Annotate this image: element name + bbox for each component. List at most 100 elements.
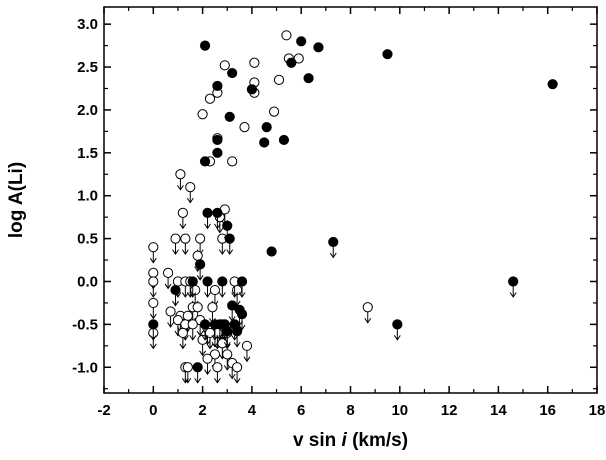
x-tick-label: 0 xyxy=(149,402,157,419)
x-axis-title-prefix: v sin xyxy=(293,430,342,451)
open-upper-limit-point xyxy=(192,302,203,313)
upper-limit-arrow-head xyxy=(149,257,157,264)
open-detection-point xyxy=(268,106,280,117)
x-tick-label: 12 xyxy=(441,402,458,419)
filled-upper-limit-point xyxy=(212,207,223,218)
filled-detection-point xyxy=(224,111,235,122)
open-upper-limit-point xyxy=(212,362,223,373)
open-upper-limit-point xyxy=(182,362,193,373)
x-tick-label: 4 xyxy=(248,402,257,419)
open-detection-point xyxy=(219,60,230,71)
upper-limit-arrow-head xyxy=(218,292,226,298)
x-tick-label: 16 xyxy=(539,402,556,419)
filled-upper-limit-point xyxy=(508,276,519,287)
filled-detection-point xyxy=(382,49,393,60)
open-upper-limit-point xyxy=(148,267,159,279)
filled-upper-limit-point xyxy=(328,236,339,248)
y-tick-label: 0.5 xyxy=(77,231,98,248)
x-tick-label: 8 xyxy=(346,402,354,419)
open-detection-point xyxy=(273,74,285,86)
y-tick-label: -0.5 xyxy=(72,316,98,333)
axis-titles: v sin i (km/s) log A(Li) xyxy=(6,162,408,451)
filled-upper-limit-point xyxy=(202,276,213,287)
open-detection-point xyxy=(204,93,216,104)
filled-detection-point xyxy=(199,156,211,167)
upper-limit-arrow-head xyxy=(204,223,211,230)
open-upper-limit-point xyxy=(162,267,174,279)
y-tick-label: 1.5 xyxy=(77,145,98,162)
filled-detection-point xyxy=(212,134,223,146)
filled-upper-limit-point xyxy=(222,220,233,231)
filled-upper-limit-point xyxy=(195,259,206,270)
upper-limit-arrow-head xyxy=(364,317,372,324)
filled-detection-point xyxy=(313,42,324,53)
y-tick-label: 1.0 xyxy=(77,188,98,205)
y-tick-label: -1.0 xyxy=(72,359,98,376)
upper-limit-arrow-head xyxy=(243,356,251,363)
filled-detection-point xyxy=(296,36,307,47)
upper-limit-arrow-head xyxy=(184,377,192,384)
filled-upper-limit-point xyxy=(187,276,198,287)
x-tick-label: 14 xyxy=(490,402,507,419)
filled-detection-point xyxy=(286,57,297,68)
upper-limit-arrow-head xyxy=(199,350,207,357)
upper-limit-arrow-head xyxy=(149,335,157,341)
x-tick-label: 2 xyxy=(198,402,206,419)
y-tick-label: 0.0 xyxy=(77,273,98,290)
upper-limit-arrow-head xyxy=(238,324,246,331)
filled-upper-limit-point xyxy=(199,319,211,330)
filled-detection-point xyxy=(246,84,257,95)
filled-upper-limit-point xyxy=(222,326,233,337)
filled-upper-limit-point xyxy=(227,300,238,311)
x-axis-title: v sin i (km/s) xyxy=(293,430,408,451)
x-axis-title-suffix: (km/s) xyxy=(347,430,408,451)
open-upper-limit-point xyxy=(362,302,373,313)
open-upper-limit-point xyxy=(172,314,184,326)
x-tick-label: 6 xyxy=(297,402,305,419)
upper-limit-arrow-head xyxy=(196,275,204,281)
open-upper-limit-point xyxy=(185,182,196,193)
y-tick-label: 3.0 xyxy=(77,16,98,33)
open-upper-limit-point xyxy=(232,362,243,373)
filled-detection-point xyxy=(547,79,558,90)
upper-limit-arrow-head xyxy=(226,249,234,256)
filled-detection-point xyxy=(266,246,277,257)
open-upper-limit-point xyxy=(192,250,203,261)
open-upper-limit-point xyxy=(187,319,198,330)
open-detection-point xyxy=(197,109,208,120)
x-tick-label: 10 xyxy=(391,402,408,419)
upper-limit-arrow-head xyxy=(509,292,517,298)
open-detection-point xyxy=(249,57,260,68)
upper-limit-arrow-head xyxy=(189,292,197,298)
upper-limit-arrow-head xyxy=(233,377,241,384)
open-upper-limit-point xyxy=(175,169,186,180)
axis-ticks xyxy=(103,7,598,393)
y-tick-label: 2.0 xyxy=(77,102,98,119)
x-axis-title-italic: i xyxy=(342,430,348,451)
filled-upper-limit-point xyxy=(232,326,243,337)
upper-limit-arrow-head xyxy=(213,377,221,384)
open-upper-limit-point xyxy=(204,327,216,339)
upper-limit-arrow-head xyxy=(176,184,184,191)
upper-limit-arrow-head xyxy=(181,292,189,298)
open-upper-limit-point xyxy=(148,276,159,287)
open-upper-limit-point xyxy=(182,310,193,321)
upper-limit-arrow-head xyxy=(194,377,202,384)
filled-detection-point xyxy=(199,40,211,51)
open-upper-limit-point xyxy=(165,306,176,317)
x-tick-label: 18 xyxy=(589,402,606,419)
open-upper-limit-point xyxy=(241,340,253,351)
open-upper-limit-point xyxy=(177,207,188,218)
upper-limit-arrow-head xyxy=(201,335,209,341)
filled-detection-point xyxy=(303,73,314,84)
open-upper-limit-point xyxy=(148,297,159,309)
y-axis-title: log A(Li) xyxy=(6,162,27,238)
upper-limit-arrow-head xyxy=(149,292,157,298)
filled-upper-limit-point xyxy=(192,362,203,373)
open-upper-limit-point xyxy=(148,242,159,253)
open-upper-limit-point xyxy=(217,338,228,349)
data-points xyxy=(148,30,558,384)
upper-limit-arrow-head xyxy=(238,292,246,298)
filled-detection-point xyxy=(259,137,270,148)
